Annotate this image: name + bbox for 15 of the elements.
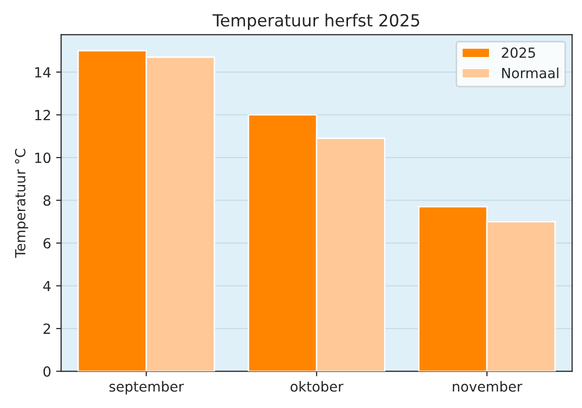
x-tick-label: november xyxy=(452,381,522,392)
y-tick-label: 14 xyxy=(35,67,51,78)
y-axis-title: Temperatuur °C xyxy=(14,148,28,258)
chart-title: Temperatuur herfst 2025 xyxy=(212,14,420,30)
y-tick-label: 4 xyxy=(43,280,51,292)
legend-label: Normaal xyxy=(502,68,558,78)
y-tick-label: 10 xyxy=(35,152,50,164)
y-tick-label: 8 xyxy=(43,195,50,206)
y-tick-label: 6 xyxy=(44,238,51,249)
legend-label: 2025 xyxy=(502,47,535,58)
x-tick-label: september xyxy=(109,381,184,394)
y-tick-label: 2 xyxy=(44,324,50,334)
y-tick-label: 12 xyxy=(35,110,50,120)
y-tick-label: 0 xyxy=(43,366,50,377)
x-tick-label: oktober xyxy=(290,381,344,392)
